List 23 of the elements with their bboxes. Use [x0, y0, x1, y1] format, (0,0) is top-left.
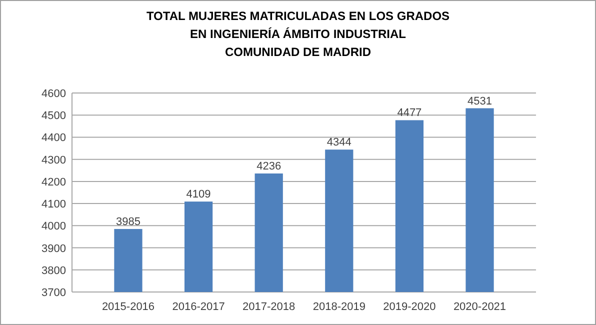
x-tick-label: 2016-2017: [172, 301, 225, 313]
data-label: 4344: [326, 136, 352, 149]
data-label: 3985: [116, 216, 140, 228]
chart-title: TOTAL MUJERES MATRICULADAS EN LOS GRADOS EN INGENIERÍA ÁMBITO INDUSTRIAL COMUNIDAD DE MADRID: [146, 9, 450, 59]
y-tick-label: 3800: [42, 264, 66, 277]
y-tick-label: 4500: [42, 110, 66, 122]
y-tick-label: 4600: [42, 88, 66, 100]
y-tick-label: 3900: [42, 242, 66, 255]
x-tick-label: 2015-2016: [102, 301, 155, 313]
y-tick-label: 4300: [42, 154, 66, 166]
x-tick-label: 2018-2019: [312, 301, 366, 313]
y-tick-label: 4100: [42, 198, 66, 211]
x-tick-label: 2020-2021: [453, 301, 506, 313]
data-label: 4531: [468, 95, 492, 108]
x-tick-label: 2017-2018: [242, 301, 296, 313]
y-tick-label: 4000: [42, 220, 66, 233]
data-label: 4477: [397, 107, 422, 120]
y-tick-label: 4400: [42, 132, 66, 144]
y-tick-label: 3700: [42, 287, 66, 299]
x-tick-label: 2019-2020: [383, 301, 436, 313]
data-label: 4109: [186, 188, 211, 201]
data-label: 4236: [256, 160, 282, 172]
y-tick-label: 4200: [42, 176, 66, 188]
